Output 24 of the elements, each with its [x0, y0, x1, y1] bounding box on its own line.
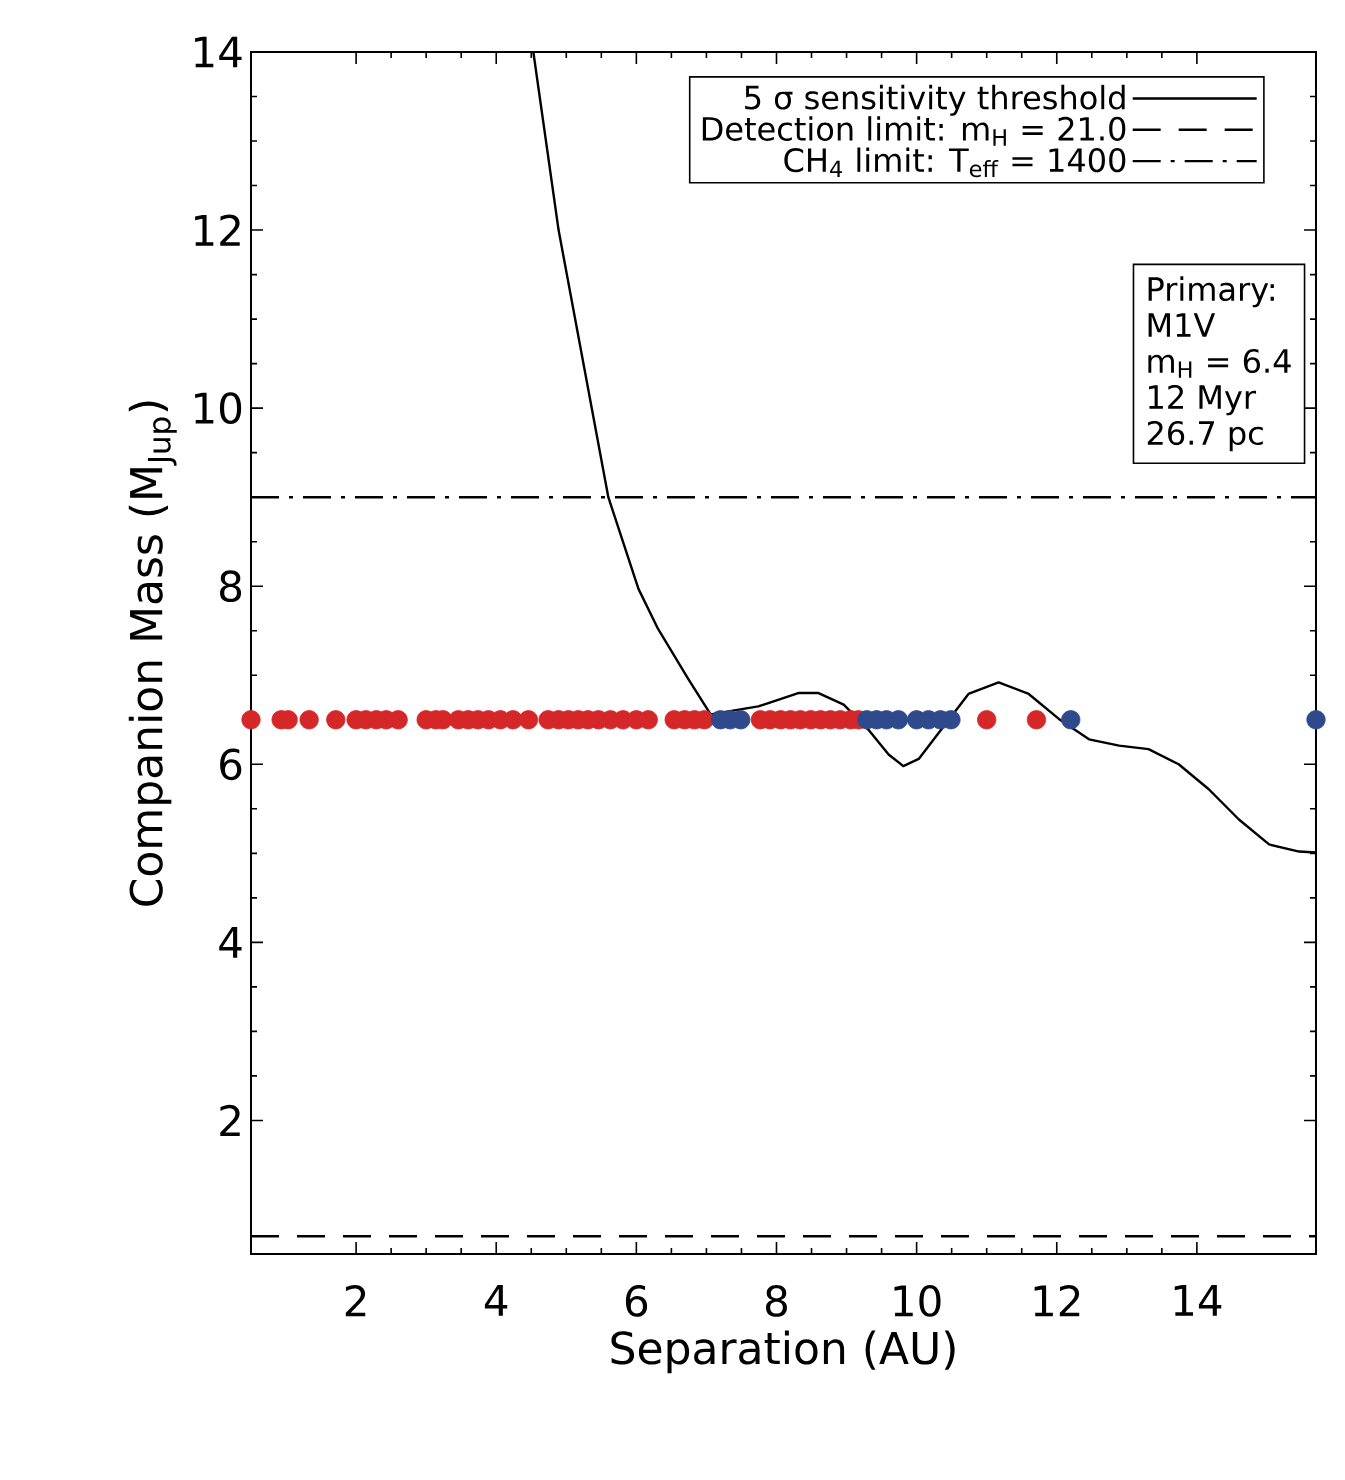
legend-label: 5 σ sensitivity threshold	[745, 84, 1125, 116]
legend-label: Detection limit: m$_{H}$ = 21.0	[702, 116, 1126, 146]
annotation: Primary:	[1148, 276, 1274, 308]
x-tick-label: 12	[1034, 1285, 1080, 1317]
x-tick-label: 10	[894, 1285, 941, 1317]
annotation: 12 Myr	[1149, 384, 1257, 416]
y-tick-label: 14	[195, 36, 242, 68]
x-tick-label: 4	[484, 1285, 508, 1316]
annotation: m$_{H}$ = 6.4	[1148, 348, 1291, 378]
y-tick-label: 6	[220, 748, 242, 781]
y-tick-label: 2	[220, 1104, 240, 1137]
x-tick-label: 8	[765, 1285, 787, 1317]
x-axis-title: Separation (AU)	[611, 1330, 955, 1374]
x-tick-label: 6	[625, 1285, 648, 1317]
y-tick-label: 8	[220, 570, 242, 603]
annotation: M1V	[1148, 313, 1216, 337]
y-axis-title: Companion Mass (M$_{Jup}$)	[128, 401, 177, 906]
annotation: 26.7 pc	[1147, 420, 1263, 452]
x-tick-label: 14	[1174, 1285, 1222, 1316]
y-tick-label: 12	[195, 214, 240, 246]
y-tick-label: 10	[195, 392, 242, 425]
x-tick-label: 2	[345, 1285, 366, 1317]
y-tick-label: 4	[219, 927, 242, 958]
legend-label: CH$_{4}$ limit: T$_{eff}$ = 1400	[784, 147, 1126, 178]
